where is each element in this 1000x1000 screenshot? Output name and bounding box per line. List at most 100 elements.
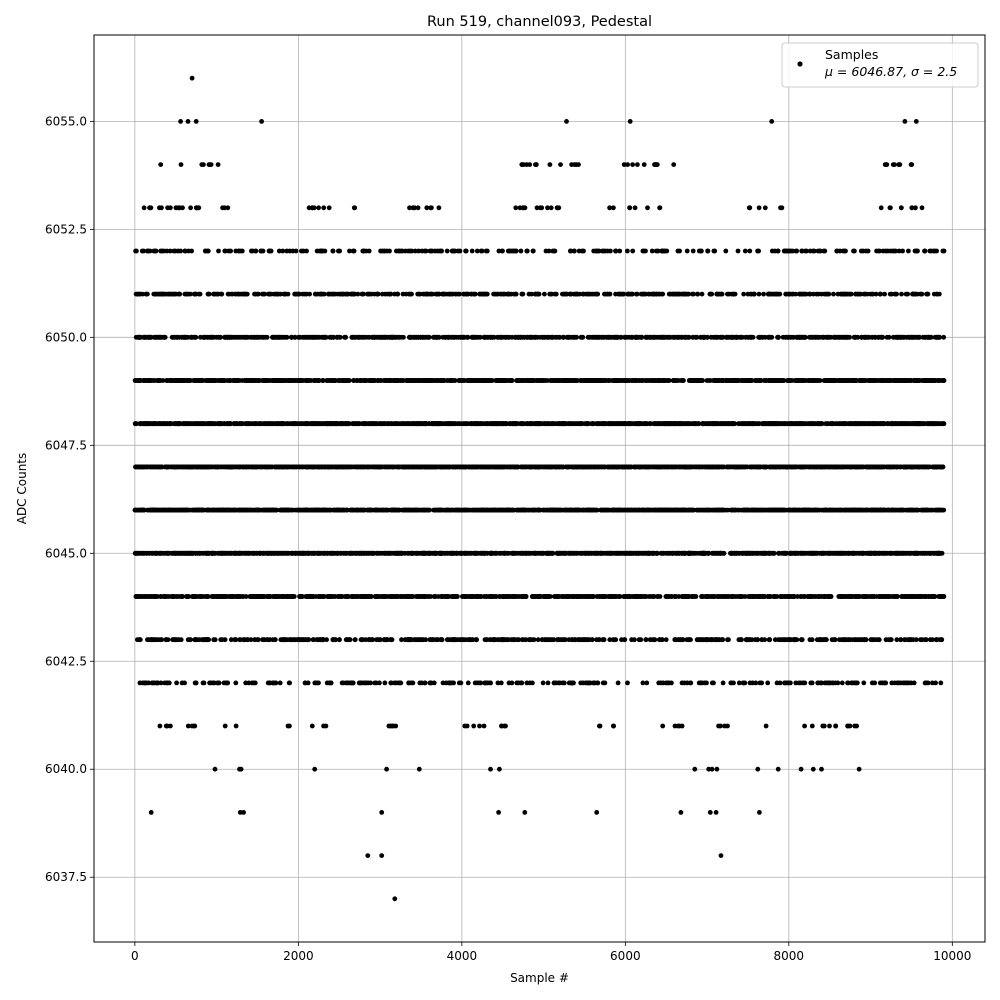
data-point xyxy=(495,680,501,686)
data-point xyxy=(568,680,574,686)
data-point xyxy=(281,594,287,599)
data-point xyxy=(360,550,366,556)
data-point xyxy=(563,550,568,556)
data-point xyxy=(503,723,508,729)
data-point xyxy=(286,680,292,686)
data-point xyxy=(562,507,568,513)
data-point xyxy=(222,723,228,729)
data-point xyxy=(428,680,433,686)
data-point xyxy=(522,810,528,815)
data-point xyxy=(418,550,424,556)
data-point xyxy=(825,594,831,599)
data-point xyxy=(478,680,484,686)
data-point xyxy=(594,810,600,815)
data-point xyxy=(311,550,317,556)
data-point xyxy=(684,637,690,643)
data-point xyxy=(498,680,504,686)
data-point xyxy=(720,637,725,643)
data-point xyxy=(323,550,329,556)
data-point xyxy=(404,594,409,599)
data-point xyxy=(765,680,771,686)
data-point xyxy=(392,507,398,513)
data-point xyxy=(174,594,180,599)
data-point xyxy=(612,637,617,643)
data-point xyxy=(456,637,462,643)
data-point xyxy=(913,119,919,124)
data-point xyxy=(379,550,385,556)
data-point xyxy=(157,723,163,729)
data-point xyxy=(775,766,781,772)
data-point xyxy=(133,550,139,556)
data-point xyxy=(736,680,742,686)
data-point xyxy=(584,507,589,513)
data-point xyxy=(164,723,170,729)
data-point xyxy=(883,637,889,643)
data-point xyxy=(894,637,900,643)
data-point xyxy=(790,507,796,513)
data-point xyxy=(666,550,672,556)
data-point xyxy=(821,723,827,729)
data-point xyxy=(337,637,342,643)
data-point xyxy=(672,507,678,513)
data-point xyxy=(460,594,466,599)
data-point xyxy=(183,507,188,513)
data-point xyxy=(366,637,372,643)
data-point xyxy=(749,637,755,643)
data-point xyxy=(899,594,905,599)
data-point xyxy=(282,637,287,643)
data-point xyxy=(573,637,578,643)
data-point xyxy=(324,637,329,643)
data-point xyxy=(864,507,870,513)
data-point xyxy=(200,680,206,686)
data-point xyxy=(343,637,349,643)
data-point xyxy=(676,507,682,513)
data-point xyxy=(574,594,579,599)
data-point xyxy=(452,637,457,643)
data-point xyxy=(556,680,561,686)
data-point xyxy=(253,507,258,513)
data-point xyxy=(665,507,670,513)
data-point xyxy=(658,550,664,556)
data-point xyxy=(389,550,394,556)
data-point xyxy=(211,637,217,643)
data-point xyxy=(452,594,457,599)
data-point xyxy=(488,766,493,772)
data-point xyxy=(825,680,831,686)
data-point xyxy=(389,680,394,686)
data-point xyxy=(615,680,621,686)
data-point xyxy=(393,723,399,729)
data-point xyxy=(267,637,273,643)
data-point xyxy=(557,550,562,556)
data-point xyxy=(643,637,649,643)
data-point xyxy=(651,637,657,643)
data-point xyxy=(771,594,777,599)
data-point xyxy=(228,637,234,643)
data-point xyxy=(585,637,591,643)
data-point xyxy=(395,550,400,556)
data-point xyxy=(902,119,908,124)
data-point xyxy=(317,507,323,513)
data-point xyxy=(855,594,861,599)
data-point xyxy=(237,507,243,513)
data-point xyxy=(514,637,520,643)
data-point xyxy=(541,507,546,513)
data-point xyxy=(192,680,198,686)
data-point xyxy=(347,550,353,556)
data-point xyxy=(810,766,816,772)
data-point xyxy=(749,507,754,513)
data-point xyxy=(504,507,510,513)
data-point xyxy=(730,594,736,599)
data-point xyxy=(384,766,389,772)
data-point xyxy=(617,507,623,513)
data-point xyxy=(636,637,642,643)
data-point xyxy=(618,550,624,556)
data-point xyxy=(408,594,414,599)
data-point xyxy=(238,766,244,772)
data-point xyxy=(543,594,548,599)
data-point xyxy=(412,637,417,643)
data-point xyxy=(809,594,815,599)
data-point xyxy=(398,594,404,599)
data-point xyxy=(539,550,545,556)
data-point xyxy=(545,550,551,556)
data-point xyxy=(241,637,246,643)
